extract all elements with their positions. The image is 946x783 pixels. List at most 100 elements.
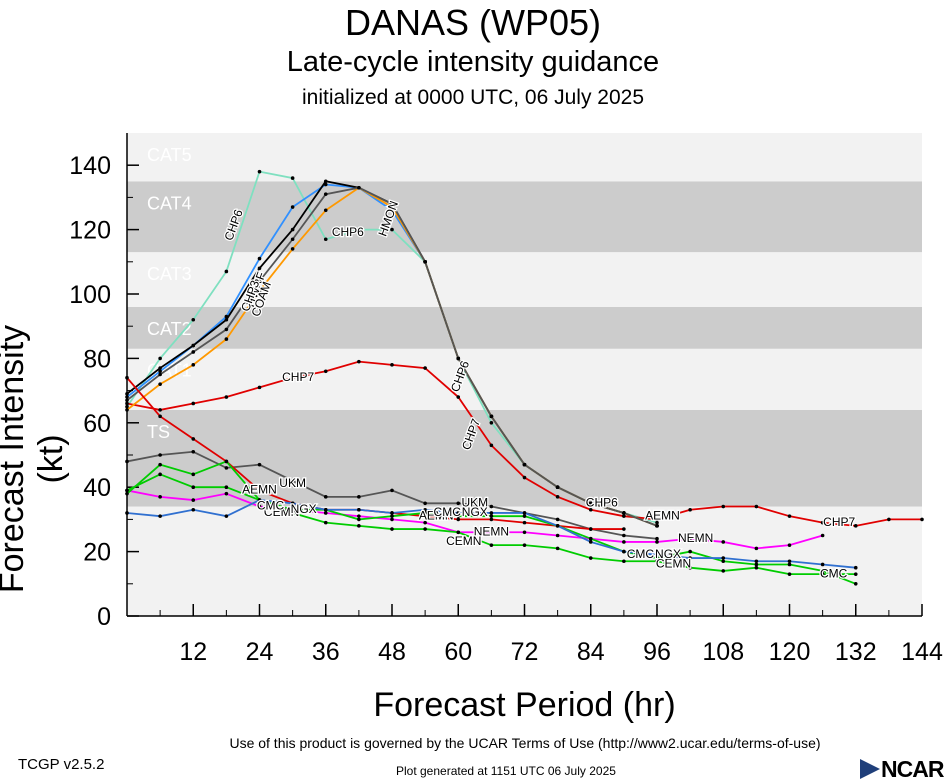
data-point: [920, 517, 924, 522]
data-point: [787, 572, 792, 576]
data-point: [158, 495, 162, 499]
data-point: [489, 443, 494, 448]
data-point: [655, 540, 659, 544]
data-point: [158, 356, 162, 361]
data-point: [323, 507, 328, 512]
series-label-cemn: CEMN: [446, 534, 481, 548]
band-label-cat4: CAT4: [147, 193, 192, 213]
data-point: [622, 514, 626, 518]
x-axis-label: Forecast Period (hr): [373, 686, 676, 724]
data-point: [555, 524, 560, 528]
data-point: [787, 562, 792, 567]
data-point: [158, 453, 162, 457]
data-point: [125, 488, 129, 493]
data-point: [257, 504, 262, 509]
x-tick-label: 72: [511, 638, 539, 666]
data-point: [555, 485, 560, 490]
data-point: [257, 498, 262, 502]
x-tick-label: 144: [901, 638, 943, 666]
data-point: [257, 256, 262, 261]
version-label: TCGP v2.5.2: [18, 756, 105, 773]
data-point: [224, 485, 229, 490]
generated-time: Plot generated at 1151 UTC 06 July 2025: [396, 764, 616, 778]
series-ngx: [125, 498, 858, 570]
data-point: [290, 247, 295, 251]
x-tick-label: 96: [643, 638, 671, 666]
data-point: [489, 517, 494, 522]
x-tick-label: 60: [444, 638, 472, 666]
series-label-aemn: AEMN: [645, 508, 680, 522]
data-point: [390, 514, 394, 518]
data-point: [489, 530, 494, 535]
data-point: [456, 395, 461, 399]
series-label-aemn: AEMN: [242, 483, 277, 497]
y-tick-label: 20: [83, 539, 111, 567]
data-point: [323, 495, 328, 499]
data-point: [489, 514, 494, 518]
ncar-logo-text: NCAR: [881, 756, 944, 782]
y-tick-label: 140: [69, 152, 111, 180]
data-point: [191, 343, 196, 348]
data-point: [191, 317, 196, 322]
data-point: [390, 202, 394, 206]
data-point: [290, 478, 295, 483]
data-point: [191, 498, 196, 502]
data-point: [754, 546, 759, 551]
data-point: [290, 176, 295, 180]
band-label-cat3: CAT3: [147, 264, 192, 284]
data-point: [390, 527, 394, 531]
data-point: [721, 540, 726, 544]
data-point: [125, 459, 129, 464]
data-point: [357, 524, 361, 528]
data-point: [754, 565, 759, 570]
x-tick-label: 36: [312, 638, 340, 666]
data-point: [224, 514, 229, 518]
series-label-chp7: CHP7: [823, 515, 855, 529]
data-point: [588, 501, 593, 506]
x-tick-label: 48: [378, 638, 406, 666]
data-point: [555, 546, 560, 551]
data-point: [158, 472, 162, 477]
data-point: [191, 363, 196, 367]
x-tick-label: 12: [179, 638, 207, 666]
data-point: [522, 530, 527, 535]
x-tick-label: 108: [702, 638, 744, 666]
data-point: [688, 549, 692, 554]
series-label-nemn: NEMN: [678, 531, 713, 545]
data-point: [887, 517, 891, 522]
data-point: [787, 543, 792, 547]
data-point: [622, 533, 626, 538]
data-point: [158, 382, 162, 386]
data-point: [423, 366, 427, 370]
series-label-chp6: CHP6: [586, 496, 618, 510]
data-point: [125, 404, 129, 409]
data-point: [257, 279, 262, 283]
data-point: [125, 408, 129, 412]
data-point: [224, 269, 229, 274]
y-tick-label: 40: [83, 474, 111, 502]
data-point: [257, 288, 262, 293]
data-point: [158, 414, 162, 419]
data-point: [323, 520, 328, 525]
ncar-logo-icon: [860, 759, 880, 779]
data-point: [125, 392, 129, 396]
y-tick-label: 100: [69, 281, 111, 309]
x-tick-label: 120: [769, 638, 811, 666]
data-point: [555, 495, 560, 499]
data-point: [323, 179, 328, 184]
data-point: [390, 227, 394, 232]
data-point: [688, 536, 692, 541]
data-point: [290, 511, 295, 515]
data-point: [489, 543, 494, 547]
data-point: [588, 556, 593, 560]
data-point: [655, 559, 659, 564]
data-point: [522, 543, 527, 547]
series-label-cmc: CMC: [627, 547, 655, 561]
band-cat1: [127, 348, 922, 410]
data-point: [125, 401, 129, 406]
data-point: [489, 421, 494, 425]
data-point: [191, 437, 196, 441]
data-point: [456, 514, 461, 518]
data-point: [224, 466, 229, 470]
data-point: [522, 462, 527, 467]
